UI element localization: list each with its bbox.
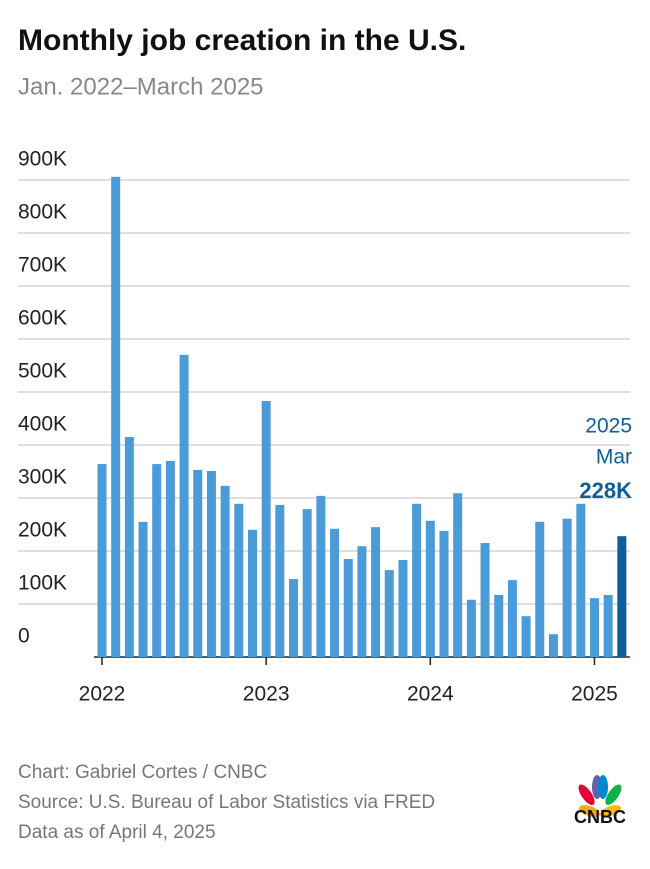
bar <box>507 580 517 657</box>
y-tick-label: 900K <box>18 148 67 171</box>
y-tick-label: 300K <box>18 466 67 489</box>
bar <box>535 521 545 657</box>
bar <box>206 470 216 657</box>
bar <box>371 527 381 657</box>
bar <box>439 530 449 657</box>
bar <box>97 464 107 657</box>
y-tick-label: 600K <box>18 307 67 330</box>
bar <box>589 598 599 657</box>
logo-peacock <box>578 775 622 818</box>
x-tick-label: 2022 <box>79 683 126 706</box>
bar <box>247 529 257 657</box>
chart-title: Monthly job creation in the U.S. <box>18 24 466 57</box>
bar <box>302 509 312 657</box>
y-tick-label: 700K <box>18 254 67 277</box>
bar <box>165 460 175 657</box>
bar <box>357 546 367 657</box>
bar <box>138 521 148 657</box>
footer-line: Chart: Gabriel Cortes / CNBC <box>18 762 267 783</box>
bar <box>603 594 613 657</box>
bar <box>179 354 189 657</box>
annotation: Mar <box>596 446 632 469</box>
x-tick-label: 2025 <box>571 683 618 706</box>
bar <box>576 503 586 657</box>
footer-line: Data as of April 4, 2025 <box>18 822 216 843</box>
logo-text: CNBC <box>574 807 626 827</box>
bar <box>562 518 572 657</box>
bar <box>453 493 463 657</box>
x-tick-label: 2024 <box>407 683 454 706</box>
bar <box>480 543 490 657</box>
bar <box>330 528 340 657</box>
bar <box>466 599 476 657</box>
x-tick-label: 2023 <box>243 683 290 706</box>
bar <box>343 558 353 657</box>
bar <box>111 176 121 657</box>
y-tick-label: 0 <box>18 625 30 648</box>
bar <box>193 469 203 657</box>
bar <box>234 503 244 657</box>
bar <box>289 579 299 657</box>
bar <box>261 401 271 657</box>
bar <box>398 560 408 657</box>
bar <box>152 464 162 657</box>
bar <box>275 504 285 657</box>
bar <box>425 520 435 657</box>
y-tick-label: 100K <box>18 572 67 595</box>
bar <box>494 594 504 657</box>
y-tick-label: 400K <box>18 413 67 436</box>
y-tick-label: 200K <box>18 519 67 542</box>
bar <box>124 437 134 657</box>
bar <box>220 485 230 657</box>
bar <box>521 616 531 657</box>
annotation: 2025 <box>585 415 632 438</box>
bar <box>548 634 558 657</box>
footer-line: Source: U.S. Bureau of Labor Statistics … <box>18 792 435 813</box>
value-label: 228K <box>579 478 632 503</box>
y-tick-label: 500K <box>18 360 67 383</box>
bar <box>384 570 394 657</box>
bar <box>617 536 627 657</box>
y-tick-label: 800K <box>18 201 67 224</box>
bar <box>316 495 326 657</box>
bar <box>412 503 422 657</box>
chart-subtitle: Jan. 2022–March 2025 <box>18 73 264 100</box>
